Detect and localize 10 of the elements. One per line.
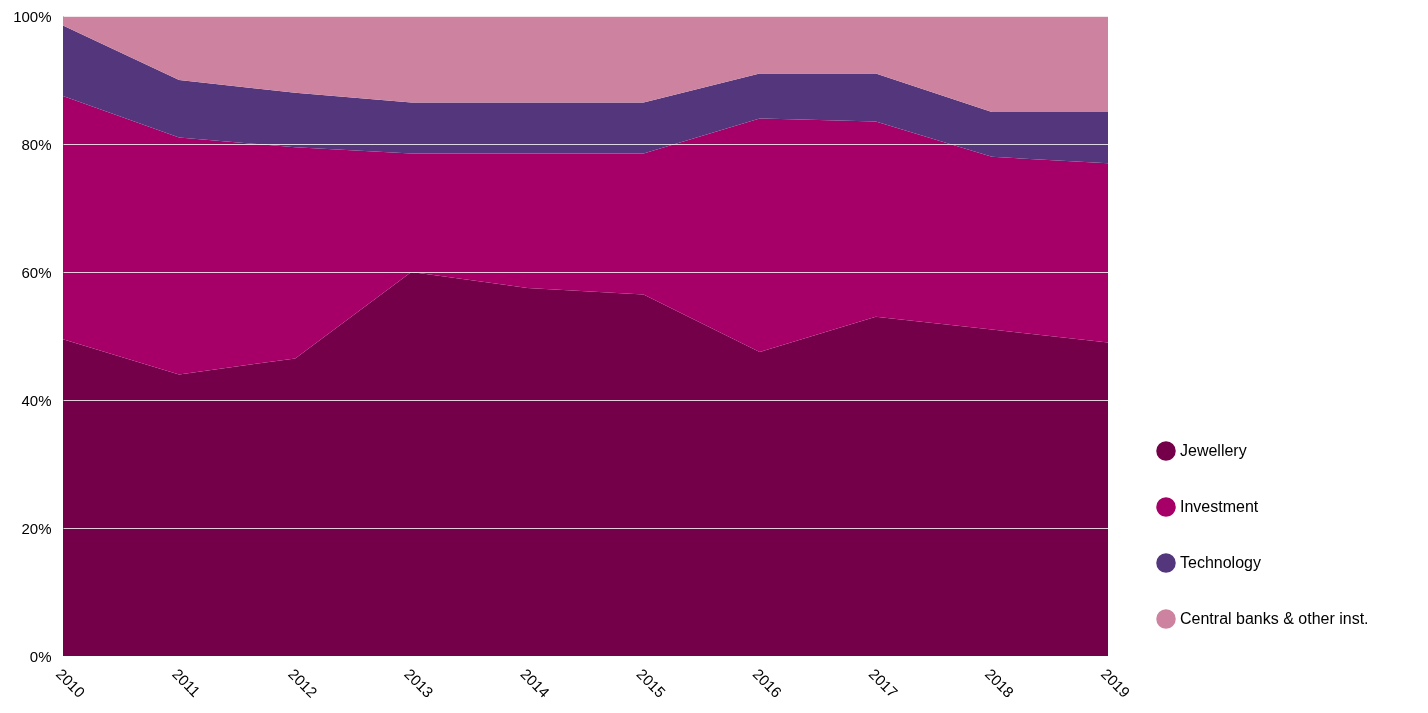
legend-label: Central banks & other inst. (1180, 610, 1369, 627)
legend-label: Technology (1180, 554, 1261, 571)
y-tick-label: 40% (21, 391, 52, 409)
y-tick-label: 60% (21, 263, 52, 281)
legend-label: Investment (1180, 498, 1259, 515)
y-tick-label: 20% (21, 519, 52, 537)
legend-label: Jewellery (1180, 442, 1247, 459)
y-tick-label: 80% (21, 135, 52, 153)
y-tick-label: 100% (13, 7, 52, 25)
y-tick-label: 0% (29, 647, 52, 665)
